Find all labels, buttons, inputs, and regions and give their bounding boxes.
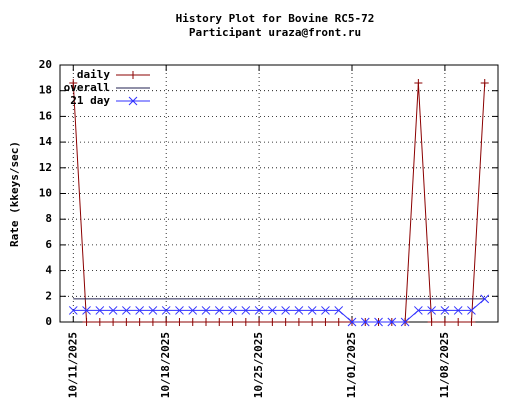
legend-label: daily (77, 68, 110, 81)
marker (161, 306, 171, 315)
marker (69, 78, 78, 87)
marker (414, 78, 423, 87)
marker (241, 318, 250, 326)
marker (175, 318, 184, 326)
y-tick-label: 20 (39, 58, 52, 71)
marker (414, 306, 423, 315)
marker (135, 318, 144, 326)
marker (201, 306, 211, 315)
marker (128, 96, 138, 106)
marker (453, 306, 463, 315)
marker (480, 294, 490, 304)
marker (294, 318, 303, 326)
marker (321, 306, 330, 315)
marker (254, 306, 264, 315)
y-tick-label: 2 (45, 289, 52, 302)
chart-title: History Plot for Bovine RC5-72 (176, 12, 375, 25)
marker (268, 306, 277, 315)
marker (387, 317, 397, 327)
marker (122, 318, 131, 326)
marker (427, 318, 436, 326)
y-tick-label: 16 (39, 109, 53, 122)
marker (214, 306, 224, 315)
marker (228, 306, 237, 315)
marker (334, 318, 343, 326)
marker (188, 306, 198, 315)
marker (162, 318, 171, 326)
marker (122, 306, 131, 315)
y-axis-label: Rate (kkeys/sec) (8, 141, 21, 247)
marker (427, 306, 436, 315)
marker (175, 306, 184, 315)
marker (255, 318, 264, 326)
y-tick-label: 18 (39, 84, 52, 97)
marker (148, 318, 157, 326)
marker (281, 306, 290, 315)
y-tick-label: 10 (39, 187, 52, 200)
marker (82, 306, 91, 315)
marker (374, 317, 383, 327)
y-tick-label: 8 (45, 212, 52, 225)
x-tick-label: 11/08/2025 (438, 332, 451, 398)
marker (440, 306, 450, 315)
marker (95, 318, 104, 326)
marker (108, 306, 118, 315)
marker (135, 306, 144, 315)
marker (228, 318, 237, 326)
marker (68, 306, 78, 315)
x-tick-label: 10/11/2025 (66, 332, 79, 398)
marker (82, 318, 91, 326)
y-tick-label: 12 (39, 161, 52, 174)
marker (321, 318, 330, 326)
marker (307, 306, 317, 315)
marker (400, 317, 410, 327)
legend-label: overall (64, 81, 110, 94)
marker (129, 71, 137, 79)
marker (202, 318, 210, 326)
marker (347, 317, 357, 327)
marker (148, 306, 158, 315)
y-tick-label: 0 (45, 315, 52, 328)
marker (454, 318, 463, 326)
marker (480, 78, 489, 87)
legend-label: 21 day (70, 94, 110, 107)
marker (308, 318, 317, 326)
marker (95, 306, 105, 315)
y-tick-label: 14 (39, 135, 53, 148)
x-tick-label: 10/18/2025 (159, 332, 172, 398)
x-tick-label: 11/01/2025 (345, 332, 358, 398)
marker (334, 306, 344, 315)
y-tick-label: 6 (45, 238, 52, 251)
marker (360, 317, 370, 327)
marker (268, 318, 277, 326)
x-tick-label: 10/25/2025 (252, 332, 265, 398)
marker (188, 318, 197, 326)
marker (281, 318, 290, 326)
chart-subtitle: Participant uraza@front.ru (189, 26, 361, 39)
marker (215, 318, 224, 326)
marker (467, 318, 476, 326)
marker (241, 306, 251, 315)
y-tick-label: 4 (45, 264, 52, 277)
marker (109, 318, 118, 326)
marker (467, 306, 476, 315)
marker (440, 318, 449, 326)
marker (294, 306, 304, 315)
